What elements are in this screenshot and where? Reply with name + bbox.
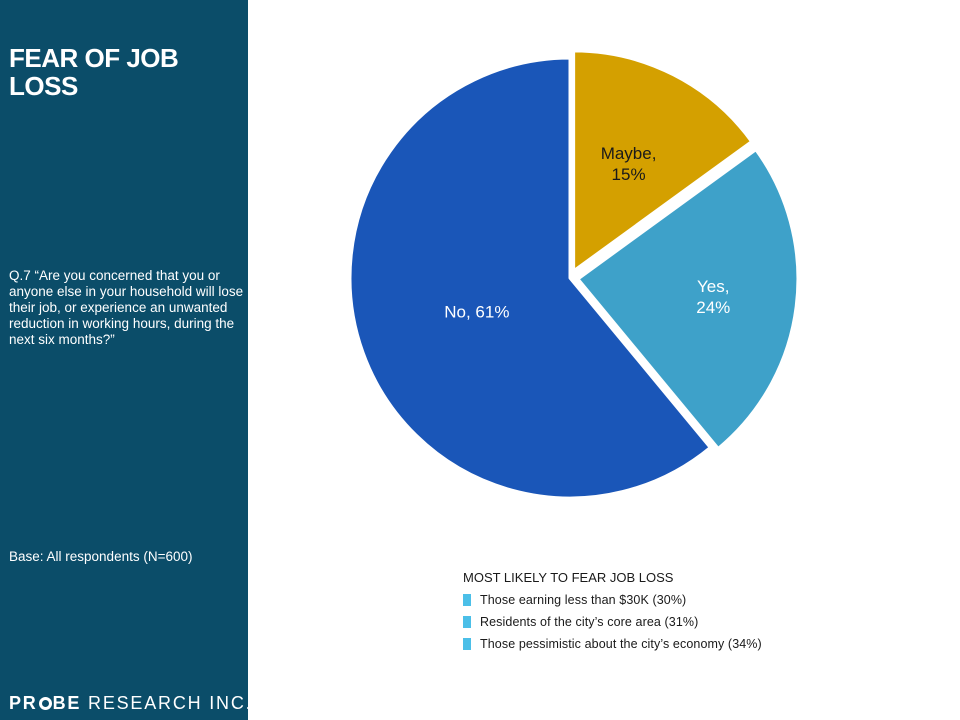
pie-slice-yes <box>576 148 800 451</box>
data-label-maybe: Maybe, 15% <box>601 144 657 184</box>
highlights-title: MOST LIKELY TO FEAR JOB LOSS <box>463 570 674 585</box>
logo-text: RESEARCH INC. <box>81 693 253 713</box>
company-logo: PR BE RESEARCH INC. <box>9 693 252 713</box>
highlight-text: Residents of the city’s core area (31%) <box>480 615 699 629</box>
pie-slice-maybe <box>572 49 754 273</box>
highlight-text: Those pessimistic about the city’s econo… <box>480 637 762 651</box>
pie-slice-no <box>348 56 712 500</box>
logo-brand-part1: PR <box>9 693 38 713</box>
base-note: Base: All respondents (N=600) <box>9 549 193 564</box>
pie-chart: Maybe, 15% Yes, 24% No, 61% <box>348 49 800 500</box>
sidebar: FEAR OF JOB LOSS Q.7 “Are you concerned … <box>0 0 251 720</box>
highlight-item: Residents of the city’s core area (31%) <box>463 611 903 633</box>
data-label-yes: Yes, 24% <box>696 277 730 317</box>
page-title: FEAR OF JOB LOSS <box>9 43 179 101</box>
highlight-text: Those earning less than $30K (30%) <box>480 593 687 607</box>
highlights-panel: MOST LIKELY TO FEAR JOB LOSS Those earni… <box>463 570 903 655</box>
bullet-icon <box>463 616 471 628</box>
bullet-icon <box>463 594 471 606</box>
bullet-icon <box>463 638 471 650</box>
highlight-item: Those earning less than $30K (30%) <box>463 589 903 611</box>
data-label-no: No, 61% <box>444 303 509 322</box>
survey-question: Q.7 “Are you concerned that you or anyon… <box>9 268 244 347</box>
highlight-item: Those pessimistic about the city’s econo… <box>463 633 903 655</box>
logo-brand-part2: BE <box>52 693 82 713</box>
logo-ring-icon <box>38 697 52 710</box>
